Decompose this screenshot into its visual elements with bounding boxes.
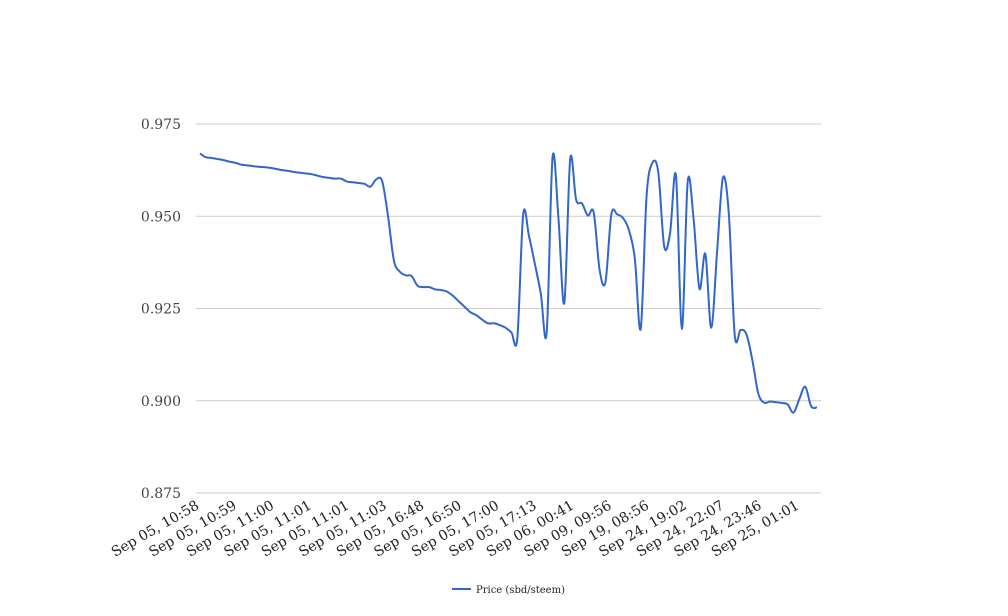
y-tick-label: 0.925 [141,302,181,318]
series-line-price [199,152,818,414]
series-lines [199,152,818,414]
y-axis-tick-labels: 0.875 0.900 0.925 0.950 0.975 [141,117,181,502]
y-tick-label: 0.975 [141,117,181,133]
y-tick-label: 0.900 [141,394,181,410]
y-tick-label: 0.875 [141,486,181,502]
y-tick-label: 0.950 [141,209,181,225]
legend[interactable]: Price (sbd/steem) [452,585,565,596]
gridlines [196,123,821,494]
legend-label-price: Price (sbd/steem) [476,585,565,596]
